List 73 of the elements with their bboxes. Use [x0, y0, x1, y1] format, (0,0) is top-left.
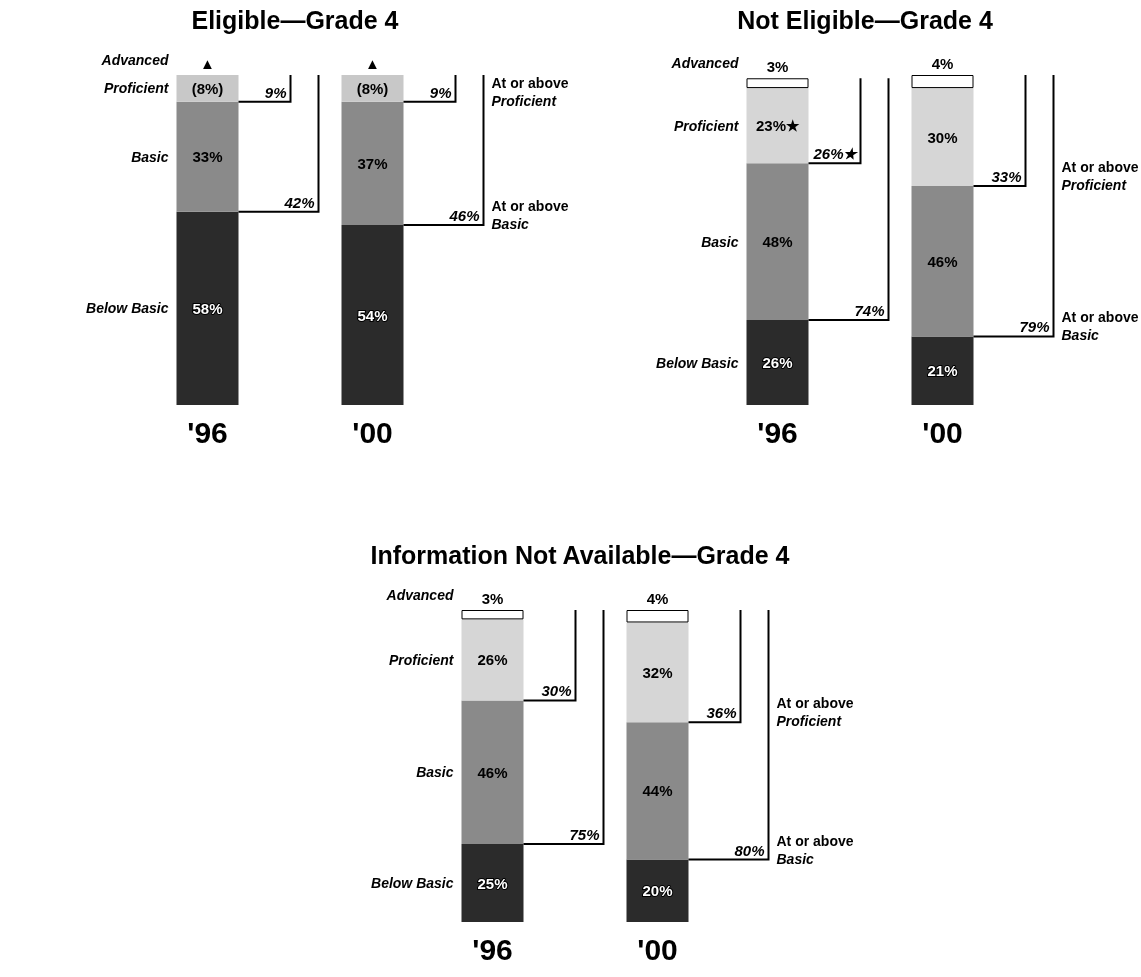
data-label: 46%	[477, 763, 508, 781]
data-label: 37%	[357, 154, 388, 172]
annotation: 75%	[569, 826, 600, 843]
data-label: 33%	[192, 148, 223, 166]
text: Advanced	[100, 52, 169, 68]
data-label: 46%	[927, 252, 958, 270]
chart-title: Information Not Available—Grade 4	[370, 540, 790, 569]
series-label: Proficient	[388, 651, 455, 668]
text: At or above Proficient	[491, 74, 569, 109]
data-label: 4%	[931, 55, 954, 72]
data-label: 3%	[766, 58, 789, 76]
series-label: Basic	[701, 233, 739, 250]
data-label: 54%	[357, 306, 388, 324]
data-label: 26%	[477, 651, 508, 669]
data-label: (8%)	[191, 79, 224, 97]
annotation: 79%	[1019, 318, 1050, 336]
annotation: 30%	[541, 682, 572, 700]
text: At or above Basic	[1061, 309, 1139, 344]
bar	[626, 859, 689, 922]
bar	[461, 844, 524, 922]
bar	[911, 75, 974, 89]
chart-title: Not Eligible—Grade 4	[737, 5, 993, 34]
bar	[461, 610, 524, 620]
bar	[341, 225, 404, 405]
bar	[746, 320, 809, 405]
bar	[626, 610, 689, 623]
series-label: Below Basic	[86, 300, 169, 317]
series-label: Basic	[131, 148, 169, 165]
series-label: Below Basic	[656, 354, 739, 371]
bar	[911, 336, 974, 405]
data-label: 23%★	[755, 117, 801, 135]
annotation: 26%★	[812, 145, 860, 163]
data-label: ▲	[365, 55, 380, 72]
bar	[176, 211, 239, 405]
data-label: ▲	[200, 55, 215, 72]
series-label: Below Basic	[371, 875, 454, 891]
data-label: 32%	[642, 663, 673, 681]
data-label: 21%	[927, 362, 958, 380]
data-label: 26%	[762, 354, 793, 372]
text: At or above Basic	[491, 198, 569, 232]
data-label: (8%)	[356, 79, 389, 97]
annotation: 42%	[283, 193, 315, 211]
data-label: 3%	[481, 590, 504, 607]
series-label: Advanced	[385, 587, 454, 603]
data-label: 48%	[762, 233, 793, 251]
x-tick-label: '00	[637, 932, 678, 966]
annotation: 9%	[429, 83, 452, 101]
x-tick-label: '96	[757, 415, 798, 449]
x-tick-label: '00	[922, 415, 963, 449]
data-label: 20%	[642, 882, 673, 900]
text: At or above Proficient	[776, 695, 854, 730]
annotation: 80%	[734, 841, 765, 859]
data-label: 44%	[642, 782, 673, 800]
annotation: 9%	[264, 83, 287, 101]
text: At or above Proficient	[1061, 159, 1139, 194]
chart-title: Eligible—Grade 4	[191, 5, 399, 34]
series-label: Basic	[416, 764, 454, 781]
x-tick-label: '00	[352, 415, 393, 449]
annotation: 46%	[448, 207, 480, 224]
data-label: 30%	[927, 128, 958, 146]
series-label: Proficient	[673, 117, 740, 134]
bar	[746, 78, 809, 89]
x-tick-label: '96	[472, 932, 513, 966]
data-label: 4%	[646, 590, 669, 607]
annotation: 74%	[854, 302, 885, 320]
series-label: Proficient	[103, 80, 170, 97]
data-label: 58%	[192, 299, 223, 317]
data-label: 25%	[477, 874, 508, 892]
x-tick-label: '96	[187, 415, 228, 449]
annotation: 33%	[991, 168, 1022, 186]
annotation: 36%	[706, 704, 737, 722]
text: At or above Basic	[776, 832, 854, 867]
series-label: Advanced	[670, 55, 739, 72]
